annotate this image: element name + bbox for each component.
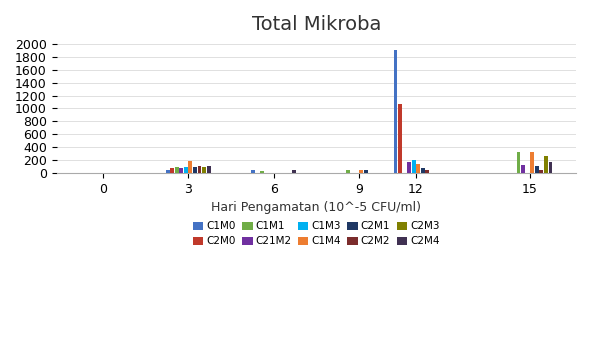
Bar <box>394 50 397 173</box>
Bar <box>521 165 525 173</box>
Bar <box>346 170 349 173</box>
Bar <box>165 170 170 173</box>
Bar <box>548 163 553 173</box>
Bar <box>260 171 264 173</box>
Bar <box>407 162 411 173</box>
Bar <box>175 166 178 173</box>
Bar <box>189 161 192 173</box>
Bar <box>292 170 296 173</box>
Bar <box>412 159 415 173</box>
Bar <box>540 170 543 173</box>
Bar <box>544 155 548 173</box>
Bar <box>202 167 206 173</box>
Bar <box>179 168 183 173</box>
Bar <box>193 166 197 173</box>
Bar <box>184 167 188 173</box>
Title: Total Mikroba: Total Mikroba <box>252 15 381 34</box>
Bar <box>364 170 368 173</box>
Bar <box>251 170 255 173</box>
Legend: C1M0, C2M0, C1M1, C21M2, C1M3, C1M4, C2M1, C2M2, C2M3, C2M4: C1M0, C2M0, C1M1, C21M2, C1M3, C1M4, C2M… <box>189 217 444 251</box>
Bar <box>416 164 420 173</box>
Bar <box>398 104 402 173</box>
Bar <box>207 166 210 173</box>
X-axis label: Hari Pengamatan (10^-5 CFU/ml): Hari Pengamatan (10^-5 CFU/ml) <box>212 201 421 214</box>
Bar <box>535 166 539 173</box>
Bar <box>170 168 174 173</box>
Bar <box>359 170 363 173</box>
Bar <box>426 170 429 173</box>
Bar <box>197 166 202 173</box>
Bar <box>517 152 521 173</box>
Bar <box>530 152 534 173</box>
Bar <box>421 168 425 173</box>
